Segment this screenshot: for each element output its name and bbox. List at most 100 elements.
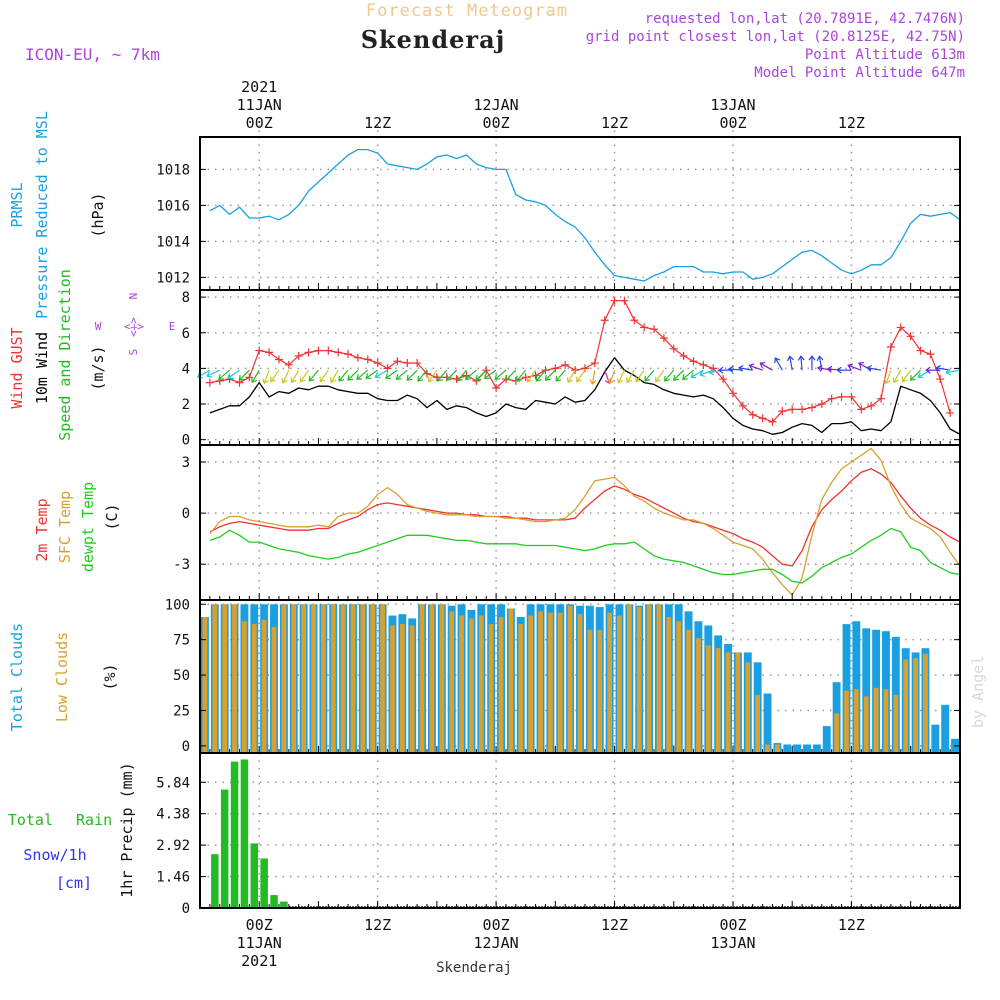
y-tick-label: 75 bbox=[173, 633, 190, 649]
wind-arrow bbox=[375, 369, 388, 378]
bottom-time-label: 12JAN bbox=[474, 934, 519, 952]
low-clouds-bar bbox=[439, 604, 445, 753]
wind-arrow-head bbox=[935, 364, 942, 372]
low-clouds-bar bbox=[923, 653, 928, 753]
bottom-time-label: 00Z bbox=[246, 916, 273, 934]
wind-arrow bbox=[505, 369, 517, 381]
wind-arrow-head bbox=[786, 355, 794, 362]
compass-w: W bbox=[95, 320, 102, 333]
wind-arrow-head bbox=[417, 375, 424, 382]
low-clouds-bar bbox=[676, 621, 682, 753]
wind-arrow-head bbox=[708, 368, 715, 376]
credit-watermark: by Angel bbox=[969, 656, 987, 728]
top-time-label: 00Z bbox=[246, 114, 273, 132]
wind-arrow-head bbox=[655, 376, 661, 383]
wind-arrow-head bbox=[494, 374, 501, 380]
low-clouds-bar bbox=[903, 659, 909, 753]
top-time-label: 12Z bbox=[838, 114, 865, 132]
panel-frame bbox=[199, 136, 961, 291]
wind-arrow bbox=[635, 369, 645, 382]
panel-frame bbox=[199, 289, 961, 446]
gust-point bbox=[669, 344, 678, 353]
top-time-label: 12Z bbox=[601, 114, 628, 132]
wind-arrow bbox=[227, 369, 240, 379]
low-clouds-bar bbox=[419, 604, 425, 753]
low-clouds-bar bbox=[745, 662, 751, 753]
sfc-temp-series bbox=[209, 447, 961, 596]
compass-n: N bbox=[127, 293, 140, 300]
wind-arrow bbox=[385, 369, 398, 379]
low-clouds-bar bbox=[587, 629, 593, 753]
gust-point bbox=[205, 378, 214, 387]
low-clouds-bar bbox=[518, 624, 524, 753]
wind-arrow-head bbox=[483, 373, 490, 379]
wind-arrow-head bbox=[566, 377, 573, 384]
bottom-time-label: 11JAN bbox=[237, 934, 282, 952]
gust-point bbox=[353, 353, 362, 362]
low-clouds-bar bbox=[340, 604, 346, 753]
gust-point bbox=[571, 366, 580, 375]
wind-arrow-head bbox=[945, 368, 951, 376]
wind-arrow-head bbox=[737, 364, 744, 372]
y-tick-label: 0 bbox=[182, 506, 190, 522]
gust-point bbox=[798, 405, 807, 414]
low-clouds-bar bbox=[399, 624, 405, 753]
low-clouds-bar bbox=[261, 619, 267, 753]
gust-point bbox=[324, 346, 333, 355]
gust-point bbox=[620, 296, 629, 305]
rain-bar bbox=[260, 858, 268, 908]
rain-bar bbox=[250, 843, 259, 908]
gust-point bbox=[807, 403, 816, 412]
wind-arrow bbox=[270, 369, 280, 382]
wind-arrow bbox=[446, 369, 458, 381]
low-clouds-bar bbox=[844, 690, 849, 753]
low-clouds-bar bbox=[311, 604, 316, 753]
low-clouds-bar bbox=[350, 604, 356, 753]
low-clouds-bar bbox=[251, 624, 257, 753]
y-tick-label: 1012 bbox=[156, 270, 190, 286]
low-clouds-bar bbox=[488, 624, 494, 753]
gust-point bbox=[373, 359, 382, 368]
wind-arrow bbox=[626, 369, 635, 383]
wind-arrow bbox=[282, 369, 290, 384]
low-clouds-bar bbox=[735, 652, 741, 753]
gust-point bbox=[906, 332, 915, 341]
wind-arrow bbox=[437, 369, 448, 382]
low-clouds-bar bbox=[666, 617, 672, 753]
gust-point bbox=[699, 360, 708, 369]
bottom-time-label: 12Z bbox=[364, 916, 391, 934]
low-clouds-bar bbox=[715, 648, 721, 753]
wind-arrow bbox=[291, 369, 300, 383]
total-clouds-label: Total Clouds bbox=[8, 623, 26, 731]
point-altitude: Point Altitude 613m bbox=[805, 47, 965, 63]
y-tick-label: 4 bbox=[182, 361, 190, 377]
wind-arrow-head bbox=[626, 377, 633, 384]
bottom-time-label: 12Z bbox=[601, 916, 628, 934]
low-clouds-bar bbox=[577, 614, 583, 753]
total-clouds-bar bbox=[852, 621, 861, 753]
low-clouds-bar bbox=[330, 604, 336, 753]
gust-point bbox=[738, 401, 747, 410]
total-clouds-bar bbox=[812, 744, 821, 753]
wind-arrow-head bbox=[836, 366, 842, 374]
wind-arrow-head bbox=[576, 376, 582, 383]
gust-series bbox=[209, 300, 951, 423]
wind-arrow bbox=[673, 369, 685, 381]
wind-arrow-head bbox=[690, 372, 697, 379]
low-clouds-bar bbox=[755, 694, 761, 753]
low-clouds-bar bbox=[380, 604, 385, 753]
wind-arrow bbox=[527, 369, 537, 382]
low-clouds-bar bbox=[834, 713, 839, 753]
total-clouds-bar bbox=[891, 636, 900, 753]
gust-point bbox=[541, 366, 550, 375]
gust-point bbox=[748, 410, 757, 419]
wind-arrow-head bbox=[270, 376, 276, 383]
wind-arrow bbox=[760, 362, 773, 371]
location-title: Skenderaj bbox=[361, 25, 506, 54]
gust-point bbox=[857, 405, 866, 414]
gust-point bbox=[334, 348, 343, 357]
low-clouds-bar bbox=[498, 617, 504, 753]
low-clouds-bar bbox=[390, 625, 395, 753]
low-clouds-bar bbox=[626, 604, 632, 753]
wind-arrow-head bbox=[925, 366, 931, 374]
